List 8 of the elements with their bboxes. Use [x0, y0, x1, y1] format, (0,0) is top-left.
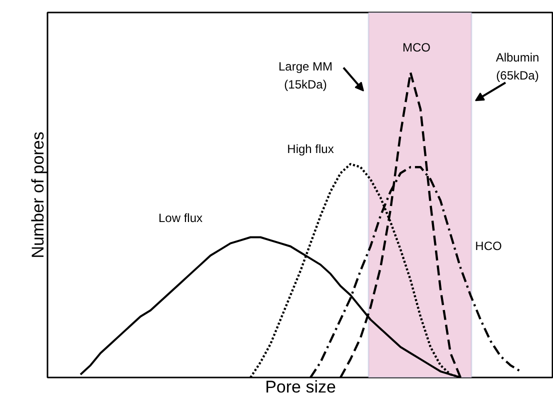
series-label: High flux: [287, 142, 334, 156]
x-axis-title: Pore size: [265, 378, 336, 396]
y-axis-title: Number of pores: [28, 132, 48, 258]
annotation: Large MM (15kDa): [278, 60, 333, 92]
series-label: MCO: [402, 40, 430, 55]
annotation: Albumin (65kDa): [496, 50, 540, 83]
text: Low flux: [158, 211, 203, 226]
series-label: HCO: [475, 239, 502, 254]
